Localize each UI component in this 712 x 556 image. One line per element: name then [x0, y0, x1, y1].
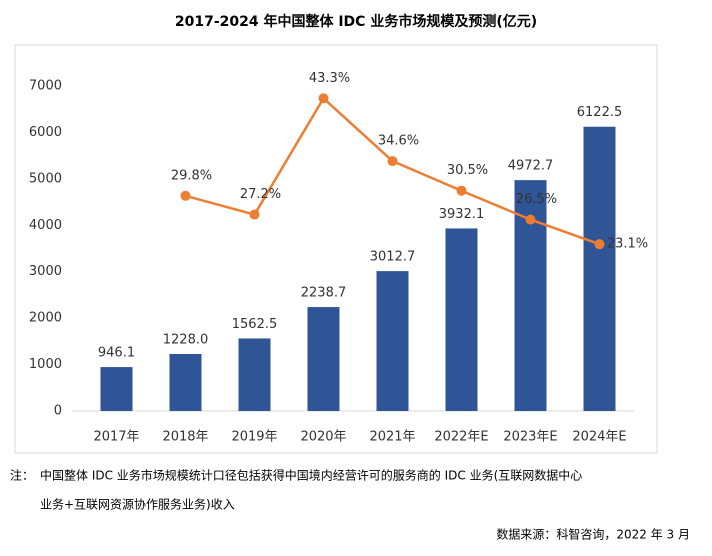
bar [169, 353, 202, 411]
note-line: 业务+互联网资源协作服务业务)收入 [40, 497, 235, 512]
line-value-label: 26.5% [516, 192, 557, 207]
note-label: 注： [10, 468, 34, 483]
bar-value-label: 1228.0 [163, 332, 209, 347]
x-tick-label: 2019年 [231, 430, 277, 445]
x-tick-label: 2024年E [572, 430, 626, 445]
bar-value-label: 3932.1 [439, 207, 485, 222]
y-tick-label: 2000 [29, 311, 62, 326]
bar [445, 228, 478, 411]
line-point [318, 93, 329, 104]
y-tick-label: 4000 [29, 218, 62, 233]
bar-value-label: 2238.7 [301, 286, 347, 301]
y-tick-label: 5000 [29, 171, 62, 186]
bar-value-label: 3012.7 [370, 250, 416, 265]
x-tick-label: 2021年 [369, 430, 415, 445]
y-tick-label: 3000 [29, 264, 62, 279]
line-value-label: 23.1% [607, 237, 648, 252]
bar-value-label: 4972.7 [508, 159, 554, 174]
bar-value-label: 946.1 [98, 346, 135, 361]
note-line: 中国整体 IDC 业务市场规模统计口径包括获得中国境内经营许可的服务商的 IDC… [40, 468, 582, 483]
x-tick-label: 2023年E [503, 430, 557, 445]
line-value-label: 29.8% [171, 168, 212, 183]
x-tick-label: 2017年 [93, 430, 139, 445]
x-tick-label: 2020年 [300, 430, 346, 445]
bar-value-label: 6122.5 [577, 105, 623, 120]
line-value-label: 43.3% [309, 71, 350, 86]
bar [238, 338, 271, 411]
y-tick-label: 1000 [29, 357, 62, 372]
y-tick-label: 7000 [29, 79, 62, 94]
line-point [180, 190, 191, 201]
line-point [456, 185, 467, 196]
bar [100, 367, 133, 411]
x-tick-label: 2022年E [434, 430, 488, 445]
y-tick-label: 6000 [29, 125, 62, 140]
bar [583, 126, 616, 411]
bar-value-label: 1562.5 [232, 317, 278, 332]
x-tick-label: 2018年 [162, 430, 208, 445]
source: 数据来源：科智咨询，2022 年 3 月 [496, 527, 690, 542]
line-value-label: 27.2% [240, 187, 281, 202]
line-point [387, 156, 398, 167]
line-point [594, 239, 605, 250]
line-value-label: 30.5% [447, 163, 488, 178]
bar [376, 271, 409, 411]
line-point [249, 209, 260, 220]
line-value-label: 34.6% [378, 134, 419, 149]
bar [307, 307, 340, 411]
y-tick-label: 0 [54, 404, 62, 419]
chart-title: 2017-2024 年中国整体 IDC 业务市场规模及预测(亿元) [175, 13, 537, 30]
line-point [525, 214, 536, 225]
plot-frame [14, 44, 658, 454]
